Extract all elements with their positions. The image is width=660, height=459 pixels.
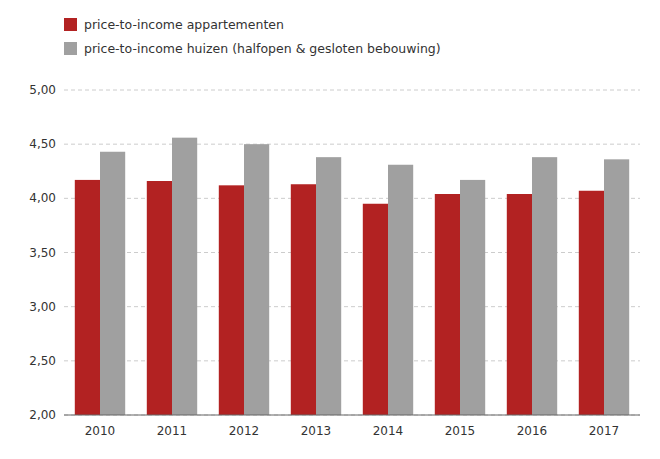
bar xyxy=(172,138,197,415)
bar xyxy=(100,152,125,415)
y-tick-label: 3,50 xyxy=(29,246,56,260)
grid-line xyxy=(64,90,640,91)
x-tick-label: 2012 xyxy=(229,424,260,438)
grid-line xyxy=(64,144,640,145)
y-tick-label: 4,50 xyxy=(29,137,56,151)
bars xyxy=(75,138,629,415)
y-tick-label: 4,00 xyxy=(29,191,56,205)
grid-line xyxy=(64,415,640,416)
x-tick-label: 2013 xyxy=(301,424,332,438)
legend: price-to-income appartementen price-to-in… xyxy=(64,17,441,56)
x-tick-label: 2010 xyxy=(85,424,116,438)
bar xyxy=(75,180,100,415)
y-tick-label: 3,00 xyxy=(29,300,56,314)
chart-container: 2,00 2,50 3,00 3,50 4,00 4,50 5,00 2010 2011 2012… xyxy=(0,0,660,459)
y-tick-label: 2,50 xyxy=(29,354,56,368)
bar xyxy=(147,181,172,415)
x-tick-label: 2014 xyxy=(373,424,404,438)
y-tick-label: 2,00 xyxy=(29,408,56,422)
x-tick-label: 2017 xyxy=(589,424,620,438)
bar xyxy=(388,165,413,415)
bar xyxy=(604,159,629,415)
bar xyxy=(460,180,485,415)
x-axis-line xyxy=(64,415,640,416)
bar xyxy=(579,191,604,415)
legend-label: price-to-income huizen (halfopen & geslo… xyxy=(84,41,441,56)
x-tick-label: 2015 xyxy=(445,424,476,438)
bar xyxy=(244,144,269,415)
legend-swatch xyxy=(64,42,77,55)
bar xyxy=(507,194,532,415)
chart-svg: 2,00 2,50 3,00 3,50 4,00 4,50 5,00 2010 2011 2012… xyxy=(0,0,660,459)
bar xyxy=(532,157,557,415)
x-tick-label: 2011 xyxy=(157,424,188,438)
bar xyxy=(219,185,244,415)
x-tick-label: 2016 xyxy=(517,424,548,438)
bar xyxy=(316,157,341,415)
bar xyxy=(291,184,316,415)
bar xyxy=(435,194,460,415)
y-tick-label: 5,00 xyxy=(29,83,56,97)
legend-label: price-to-income appartementen xyxy=(84,17,284,32)
legend-swatch xyxy=(64,18,77,31)
bar xyxy=(363,204,388,415)
